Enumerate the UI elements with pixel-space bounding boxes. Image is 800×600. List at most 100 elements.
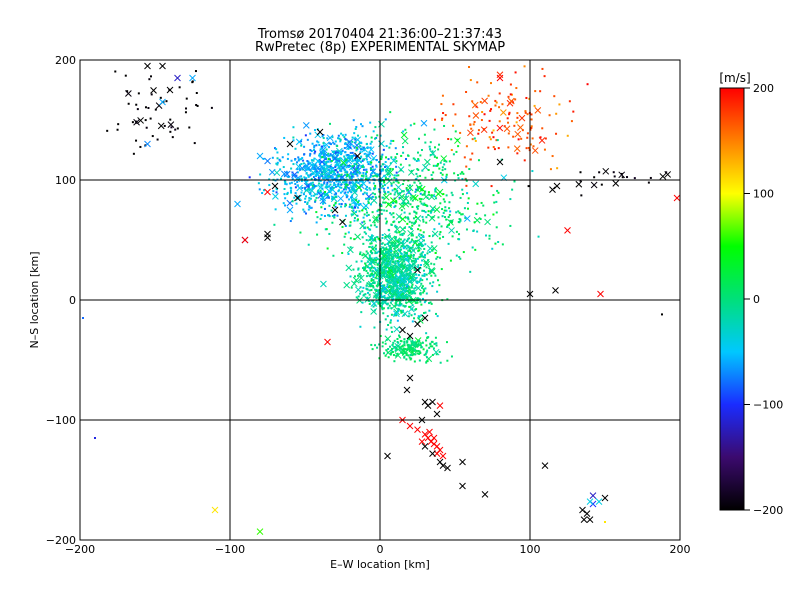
data-point	[327, 158, 330, 161]
data-point	[341, 251, 344, 254]
data-point	[381, 163, 384, 166]
data-point-x	[406, 332, 414, 340]
data-point-x	[357, 274, 365, 282]
data-point-x	[331, 206, 339, 214]
data-point	[392, 354, 395, 357]
data-point	[430, 340, 433, 343]
data-point	[405, 287, 408, 290]
data-point	[321, 196, 324, 199]
data-point-x	[440, 155, 448, 162]
data-point	[352, 207, 355, 210]
data-point	[316, 216, 319, 219]
data-point	[441, 94, 444, 97]
data-point	[492, 194, 495, 197]
data-point	[383, 352, 386, 355]
data-point	[383, 243, 386, 246]
data-point	[401, 232, 404, 235]
data-point	[407, 315, 410, 318]
data-point	[371, 348, 374, 351]
data-point	[276, 157, 279, 160]
data-point	[444, 206, 447, 209]
data-point	[386, 315, 389, 318]
data-point	[408, 272, 411, 275]
data-point-x	[133, 118, 140, 126]
data-point	[317, 141, 320, 144]
data-point	[374, 184, 377, 187]
data-point	[286, 171, 289, 174]
data-point	[367, 177, 370, 180]
data-point	[313, 185, 316, 188]
data-point	[366, 296, 369, 299]
data-point	[379, 305, 382, 308]
data-point	[305, 195, 308, 198]
data-point	[364, 262, 367, 265]
data-point	[411, 205, 414, 208]
data-point	[389, 281, 392, 284]
data-point	[307, 174, 310, 177]
data-point	[330, 188, 333, 191]
data-point	[310, 150, 313, 153]
data-point	[329, 171, 332, 174]
data-point	[390, 352, 393, 355]
data-point	[363, 268, 366, 271]
data-point	[523, 65, 526, 68]
data-point	[357, 167, 360, 170]
data-point-x	[424, 158, 431, 166]
data-point	[384, 118, 387, 121]
data-point	[360, 148, 363, 151]
data-point	[409, 246, 412, 249]
data-point	[336, 214, 339, 217]
data-point	[407, 218, 410, 221]
data-point	[326, 181, 329, 184]
data-point	[443, 163, 446, 166]
data-point	[401, 242, 404, 245]
data-point	[390, 313, 393, 316]
data-point	[335, 192, 338, 195]
data-point	[356, 219, 359, 222]
data-point	[423, 193, 426, 196]
data-point	[313, 129, 316, 132]
data-point	[149, 117, 152, 120]
data-point	[439, 361, 442, 364]
data-point	[402, 314, 405, 317]
data-point	[455, 211, 458, 214]
data-point	[524, 110, 527, 113]
data-point	[425, 216, 428, 219]
data-point	[407, 284, 410, 287]
data-point	[390, 184, 393, 187]
data-point	[539, 90, 542, 93]
data-point	[283, 136, 286, 139]
data-point	[364, 187, 367, 190]
data-point	[174, 128, 177, 131]
data-point	[403, 238, 406, 241]
data-point	[352, 159, 355, 162]
data-point	[394, 224, 397, 227]
data-point	[457, 210, 460, 213]
data-point	[487, 94, 490, 97]
data-point-x	[418, 185, 426, 193]
data-point	[353, 275, 356, 278]
data-point	[248, 176, 251, 179]
data-point	[375, 136, 378, 139]
data-point	[516, 116, 519, 119]
data-point	[150, 93, 153, 96]
data-point	[345, 196, 348, 199]
data-point	[369, 188, 372, 191]
data-point	[572, 110, 575, 113]
data-point	[384, 252, 387, 255]
data-point	[403, 340, 406, 343]
data-point	[295, 174, 298, 177]
data-point	[424, 243, 427, 246]
data-point	[388, 278, 391, 281]
data-point-x	[384, 335, 392, 343]
data-point	[411, 320, 414, 323]
data-point	[419, 243, 422, 246]
data-point-x	[444, 464, 451, 472]
data-point-x	[385, 201, 392, 208]
data-point	[370, 174, 373, 177]
data-point	[445, 175, 448, 178]
data-point	[411, 290, 414, 293]
data-point	[411, 246, 414, 249]
data-point	[313, 146, 316, 149]
data-point	[425, 339, 428, 342]
